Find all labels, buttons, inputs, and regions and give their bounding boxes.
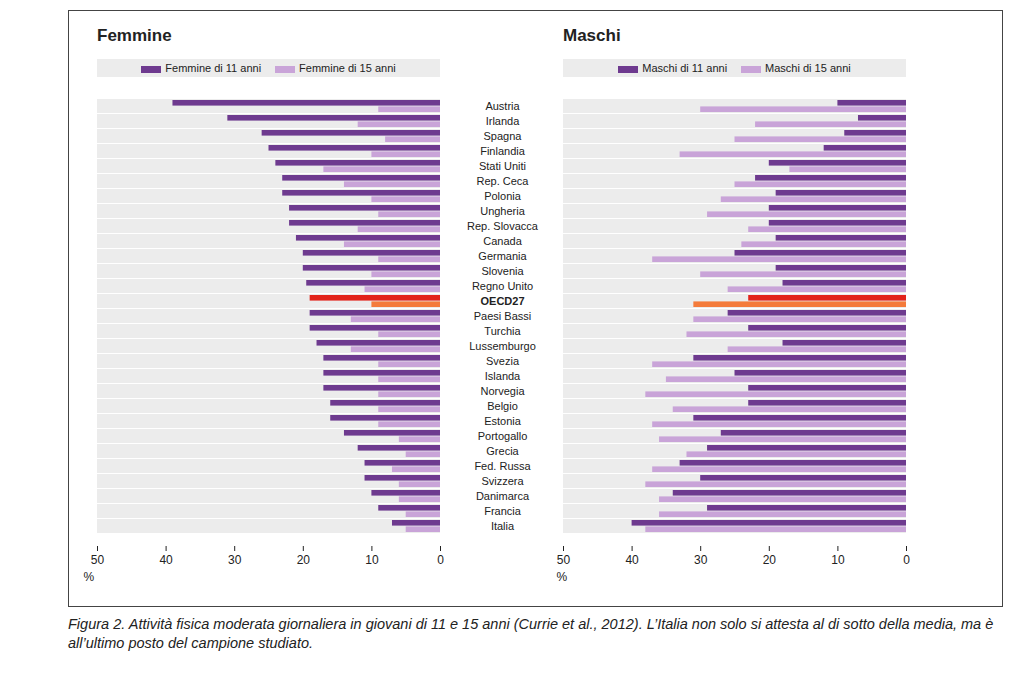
svg-text:Norvegia: Norvegia bbox=[480, 385, 525, 397]
svg-text:Islanda: Islanda bbox=[485, 370, 521, 382]
svg-text:30: 30 bbox=[694, 553, 708, 567]
svg-text:Austria: Austria bbox=[485, 100, 520, 112]
svg-text:Germania: Germania bbox=[478, 250, 527, 262]
svg-text:Turchia: Turchia bbox=[484, 325, 521, 337]
svg-text:Finlandia: Finlandia bbox=[480, 145, 526, 157]
svg-text:Irlanda: Irlanda bbox=[486, 115, 521, 127]
html-text:Femmine di 15 anni: Femmine di 15 anni bbox=[299, 62, 396, 74]
svg-text:40: 40 bbox=[625, 553, 639, 567]
html-text:Femmine di 11 anni: Femmine di 11 anni bbox=[165, 62, 262, 74]
svg-text:Rep. Ceca: Rep. Ceca bbox=[477, 175, 530, 187]
svg-text:Estonia: Estonia bbox=[484, 415, 522, 427]
svg-text:Regno Unito: Regno Unito bbox=[472, 280, 533, 292]
svg-text:Canada: Canada bbox=[483, 235, 522, 247]
svg-text:Stati Uniti: Stati Uniti bbox=[479, 160, 526, 172]
html-text:Maschi di 11 anni: Maschi di 11 anni bbox=[642, 62, 728, 74]
svg-text:%: % bbox=[557, 570, 568, 584]
svg-text:Belgio: Belgio bbox=[487, 400, 518, 412]
svg-text:0: 0 bbox=[437, 553, 444, 567]
svg-text:Danimarca: Danimarca bbox=[476, 490, 530, 502]
svg-text:Ungheria: Ungheria bbox=[480, 205, 526, 217]
svg-text:10: 10 bbox=[831, 553, 845, 567]
svg-text:Grecia: Grecia bbox=[486, 445, 519, 457]
svg-text:20: 20 bbox=[763, 553, 777, 567]
svg-text:Lussemburgo: Lussemburgo bbox=[469, 340, 536, 352]
svg-text:Polonia: Polonia bbox=[484, 190, 522, 202]
svg-text:OECD27: OECD27 bbox=[480, 295, 524, 307]
svg-text:Svizzera: Svizzera bbox=[481, 475, 524, 487]
html-text:Figura 2. Attività fisica mode: Figura 2. Attività fisica moderata giorn… bbox=[68, 616, 994, 651]
html-text:Maschi di 15 anni: Maschi di 15 anni bbox=[765, 62, 851, 74]
svg-text:50: 50 bbox=[91, 553, 105, 567]
svg-text:Slovenia: Slovenia bbox=[481, 265, 524, 277]
svg-text:30: 30 bbox=[228, 553, 242, 567]
svg-text:40: 40 bbox=[159, 553, 173, 567]
svg-text:20: 20 bbox=[297, 553, 311, 567]
html-text:Maschi: Maschi bbox=[563, 26, 621, 45]
svg-text:Portogallo: Portogallo bbox=[478, 430, 528, 442]
svg-text:Italia: Italia bbox=[491, 520, 515, 532]
svg-text:Rep. Slovacca: Rep. Slovacca bbox=[467, 220, 539, 232]
svg-text:10: 10 bbox=[365, 553, 379, 567]
svg-text:Paesi Bassi: Paesi Bassi bbox=[474, 310, 531, 322]
svg-text:Fed. Russa: Fed. Russa bbox=[474, 460, 531, 472]
html-text:Femmine: Femmine bbox=[97, 26, 172, 45]
svg-text:Francia: Francia bbox=[484, 505, 522, 517]
svg-text:0: 0 bbox=[903, 553, 910, 567]
svg-text:Spagna: Spagna bbox=[484, 130, 523, 142]
svg-text:%: % bbox=[84, 570, 95, 584]
svg-text:Svezia: Svezia bbox=[486, 355, 520, 367]
svg-text:50: 50 bbox=[557, 553, 571, 567]
